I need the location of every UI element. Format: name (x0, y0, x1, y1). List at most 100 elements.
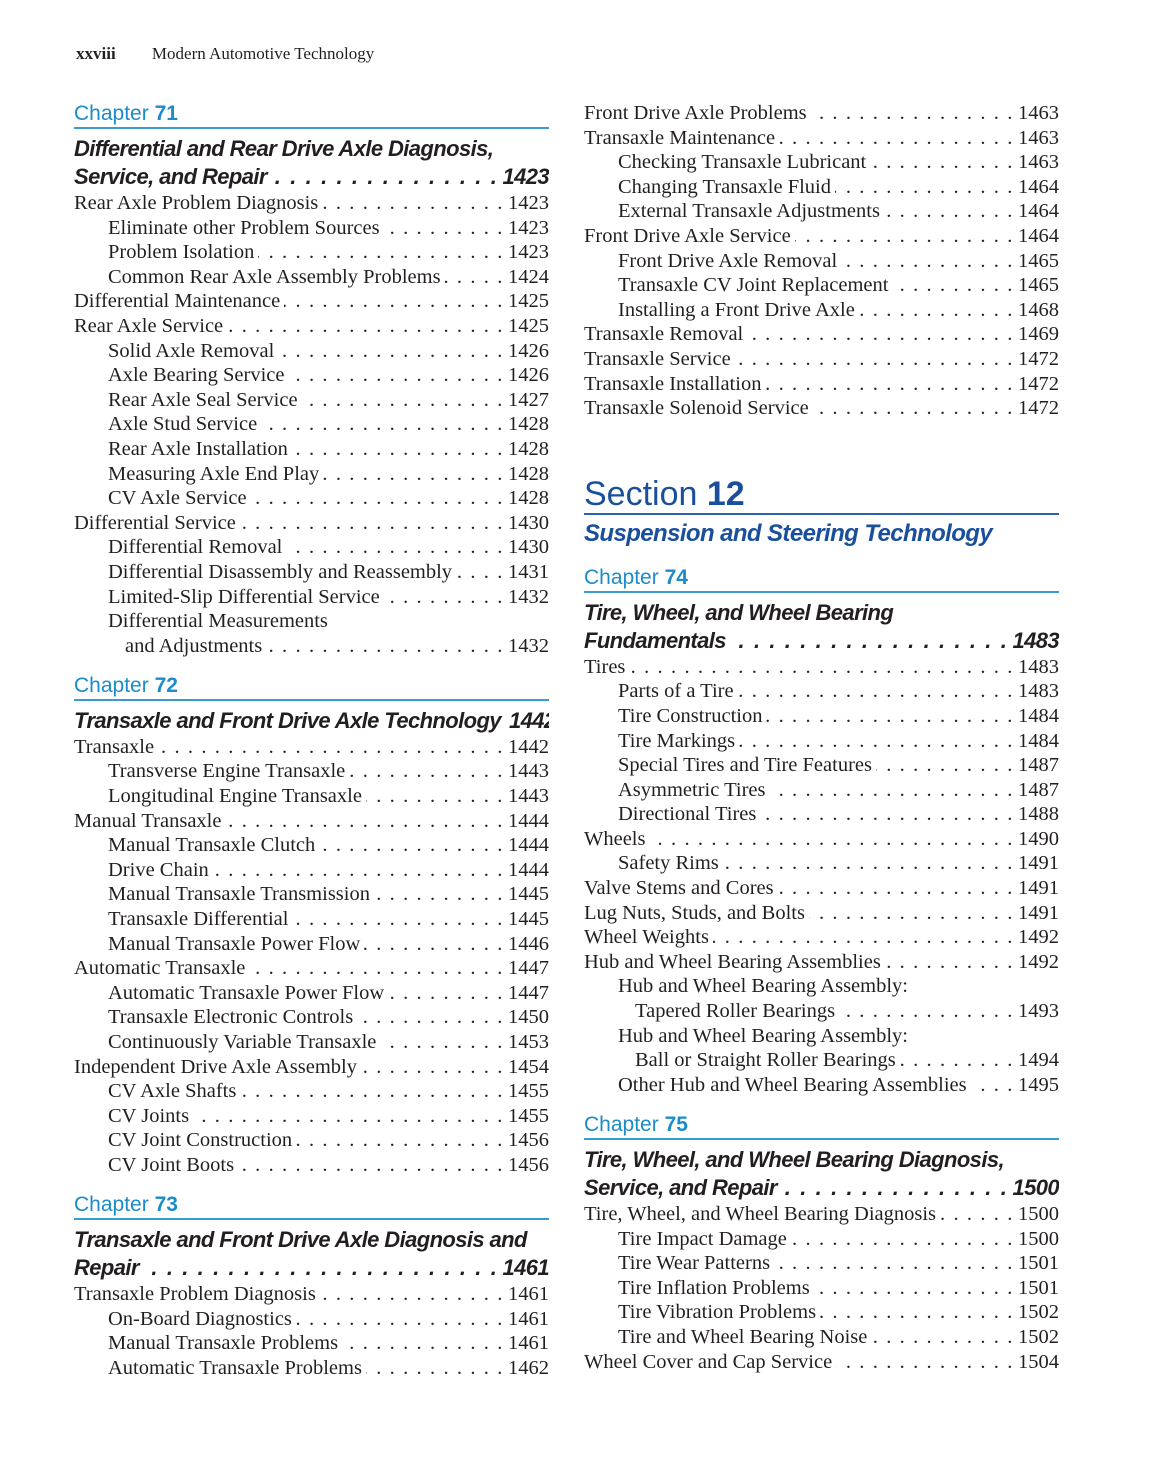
chapter-title[interactable]: Tire, Wheel, and Wheel Bearing Fundamenta… (584, 593, 1059, 655)
entry-page: 1455 (508, 1080, 549, 1103)
toc-entry[interactable]: Hub and Wheel Bearing Assembly: (584, 1024, 1059, 1049)
toc-entry[interactable]: Continuously Variable Transaxle 1453 (74, 1030, 549, 1055)
toc-entry[interactable]: Differential Maintenance 1425 (74, 289, 549, 314)
toc-entry[interactable]: Special Tires and Tire Features 1487 (584, 753, 1059, 778)
toc-entry[interactable]: Transaxle CV Joint Replacement 1465 (584, 273, 1059, 298)
toc-entry[interactable]: Checking Transaxle Lubricant 1463 (584, 150, 1059, 175)
dot-leader (213, 858, 504, 883)
toc-entry[interactable]: Transaxle Problem Diagnosis 1461 (74, 1282, 549, 1307)
toc-entry[interactable]: Parts of a Tire 1483 (584, 679, 1059, 704)
toc-entry[interactable]: Rear Axle Problem Diagnosis 1423 (74, 191, 549, 216)
toc-entry[interactable]: Solid Axle Removal 1426 (74, 339, 549, 364)
toc-entry[interactable]: Drive Chain 1444 (74, 858, 549, 883)
toc-entry[interactable]: Transaxle Differential 1445 (74, 907, 549, 932)
toc-entry[interactable]: Asymmetric Tires 1487 (584, 778, 1059, 803)
toc-entry[interactable]: Manual Transaxle Transmission 1445 (74, 882, 549, 907)
toc-entry[interactable]: Transaxle 1442 (74, 735, 549, 760)
toc-entry[interactable]: Lug Nuts, Studs, and Bolts 1491 (584, 901, 1059, 926)
toc-entry[interactable]: Independent Drive Axle Assembly 1454 (74, 1055, 549, 1080)
toc-entry[interactable]: Hub and Wheel Bearing Assemblies 1492 (584, 950, 1059, 975)
toc-entry[interactable]: Manual Transaxle Clutch 1444 (74, 833, 549, 858)
toc-entry[interactable]: Tires 1483 (584, 655, 1059, 680)
chapter-title[interactable]: Transaxle and Front Drive Axle Diagnosis… (74, 1220, 549, 1282)
chapter-title[interactable]: Transaxle and Front Drive Axle Technolog… (74, 701, 549, 735)
toc-entry[interactable]: Axle Stud Service 1428 (74, 412, 549, 437)
toc-entry[interactable]: Differential Disassembly and Reassembly 1… (74, 560, 549, 585)
toc-entry[interactable]: Manual Transaxle Power Flow 1446 (74, 932, 549, 957)
toc-entry[interactable]: Tire Inflation Problems 1501 (584, 1276, 1059, 1301)
dot-leader (814, 1276, 1014, 1301)
chapter-title-line: Tire, Wheel, and Wheel Bearing Diagnosis… (584, 1147, 1005, 1172)
toc-entry[interactable]: Manual Transaxle Problems 1461 (74, 1331, 549, 1356)
toc-entry[interactable]: Axle Bearing Service 1426 (74, 363, 549, 388)
toc-entry[interactable]: Transaxle Installation 1472 (584, 372, 1059, 397)
toc-entry[interactable]: Front Drive Axle Problems 1463 (584, 101, 1059, 126)
toc-entry[interactable]: Rear Axle Installation 1428 (74, 437, 549, 462)
dot-leader (971, 1073, 1014, 1098)
toc-entry[interactable]: CV Joint Construction 1456 (74, 1128, 549, 1153)
toc-entry[interactable]: Tire Wear Patterns 1501 (584, 1251, 1059, 1276)
toc-entry[interactable]: Tapered Roller Bearings 1493 (584, 999, 1059, 1024)
toc-entry[interactable]: External Transaxle Adjustments 1464 (584, 199, 1059, 224)
toc-entry[interactable]: Common Rear Axle Assembly Problems 1424 (74, 265, 549, 290)
toc-entry[interactable]: Directional Tires 1488 (584, 802, 1059, 827)
toc-entry[interactable]: CV Joint Boots 1456 (74, 1153, 549, 1178)
toc-entry[interactable]: Wheels 1490 (584, 827, 1059, 852)
toc-entry[interactable]: Transaxle Maintenance 1463 (584, 126, 1059, 151)
toc-entry[interactable]: Ball or Straight Roller Bearings 1494 (584, 1048, 1059, 1073)
chapter-title[interactable]: Differential and Rear Drive Axle Diagnos… (74, 129, 549, 191)
toc-entry[interactable]: Front Drive Axle Service 1464 (584, 224, 1059, 249)
toc-entry[interactable]: Changing Transaxle Fluid 1464 (584, 175, 1059, 200)
toc-entry[interactable]: Tire Impact Damage 1500 (584, 1227, 1059, 1252)
entry-title: Manual Transaxle Transmission (108, 883, 370, 906)
dot-leader (349, 759, 504, 784)
toc-entry[interactable]: Transaxle Removal 1469 (584, 322, 1059, 347)
toc-entry[interactable]: Hub and Wheel Bearing Assembly: (584, 974, 1059, 999)
toc-entry[interactable]: Problem Isolation 1423 (74, 240, 549, 265)
dot-leader (629, 655, 1014, 680)
toc-entry[interactable]: Measuring Axle End Play 1428 (74, 462, 549, 487)
toc-entry[interactable]: Tire and Wheel Bearing Noise 1502 (584, 1325, 1059, 1350)
toc-entry[interactable]: Longitudinal Engine Transaxle 1443 (74, 784, 549, 809)
toc-entry[interactable]: Differential Measurements (74, 609, 549, 634)
toc-entry[interactable]: Differential Service 1430 (74, 511, 549, 536)
dot-leader (649, 827, 1014, 852)
toc-entry[interactable]: Wheel Weights 1492 (584, 925, 1059, 950)
entry-title: Front Drive Axle Problems (584, 102, 807, 124)
toc-entry[interactable]: Installing a Front Drive Axle 1468 (584, 298, 1059, 323)
toc-entry[interactable]: Automatic Transaxle 1447 (74, 956, 549, 981)
toc-entry[interactable]: Manual Transaxle 1444 (74, 809, 549, 834)
dot-leader (791, 1227, 1014, 1252)
toc-entry[interactable]: Safety Rims 1491 (584, 851, 1059, 876)
toc-entry[interactable]: Front Drive Axle Removal 1465 (584, 249, 1059, 274)
chapter-title[interactable]: Tire, Wheel, and Wheel Bearing Diagnosis… (584, 1140, 1059, 1202)
toc-entry[interactable]: Tire Vibration Problems 1502 (584, 1300, 1059, 1325)
toc-entry[interactable]: Automatic Transaxle Power Flow 1447 (74, 981, 549, 1006)
toc-entry[interactable]: Automatic Transaxle Problems 1462 (74, 1356, 549, 1381)
toc-entry[interactable]: Valve Stems and Cores 1491 (584, 876, 1059, 901)
toc-entry[interactable]: Differential Removal 1430 (74, 535, 549, 560)
toc-entry[interactable]: Transaxle Solenoid Service 1472 (584, 396, 1059, 421)
toc-entry[interactable]: and Adjustments 1432 (74, 634, 549, 659)
dot-leader (900, 1048, 1014, 1073)
entry-page: 1447 (508, 981, 549, 1004)
toc-entry[interactable]: Transverse Engine Transaxle 1443 (74, 759, 549, 784)
toc-entry[interactable]: Transaxle Electronic Controls 1450 (74, 1005, 549, 1030)
entry-page: 1469 (1018, 323, 1059, 346)
toc-entry[interactable]: Tire Construction 1484 (584, 704, 1059, 729)
toc-entry[interactable]: Other Hub and Wheel Bearing Assemblies 14… (584, 1073, 1059, 1098)
toc-entry[interactable]: On-Board Diagnostics 1461 (74, 1307, 549, 1332)
entry-title: CV Joints (108, 1104, 190, 1127)
toc-entry[interactable]: CV Joints 1455 (74, 1104, 549, 1129)
toc-entry[interactable]: Eliminate other Problem Sources 1423 (74, 216, 549, 241)
toc-entry[interactable]: CV Axle Shafts 1455 (74, 1079, 549, 1104)
toc-entry[interactable]: Tire, Wheel, and Wheel Bearing Diagnosis… (584, 1202, 1059, 1227)
toc-entry[interactable]: Rear Axle Service 1425 (74, 314, 549, 339)
toc-entry[interactable]: Wheel Cover and Cap Service 1504 (584, 1350, 1059, 1375)
toc-entry[interactable]: CV Axle Service 1428 (74, 486, 549, 511)
toc-entry[interactable]: Limited-Slip Differential Service 1432 (74, 585, 549, 610)
toc-entry[interactable]: Rear Axle Seal Service 1427 (74, 388, 549, 413)
toc-entry[interactable]: Transaxle Service 1472 (584, 347, 1059, 372)
toc-entry[interactable]: Tire Markings 1484 (584, 729, 1059, 754)
chapter-title-line: Differential and Rear Drive Axle Diagnos… (74, 136, 494, 161)
